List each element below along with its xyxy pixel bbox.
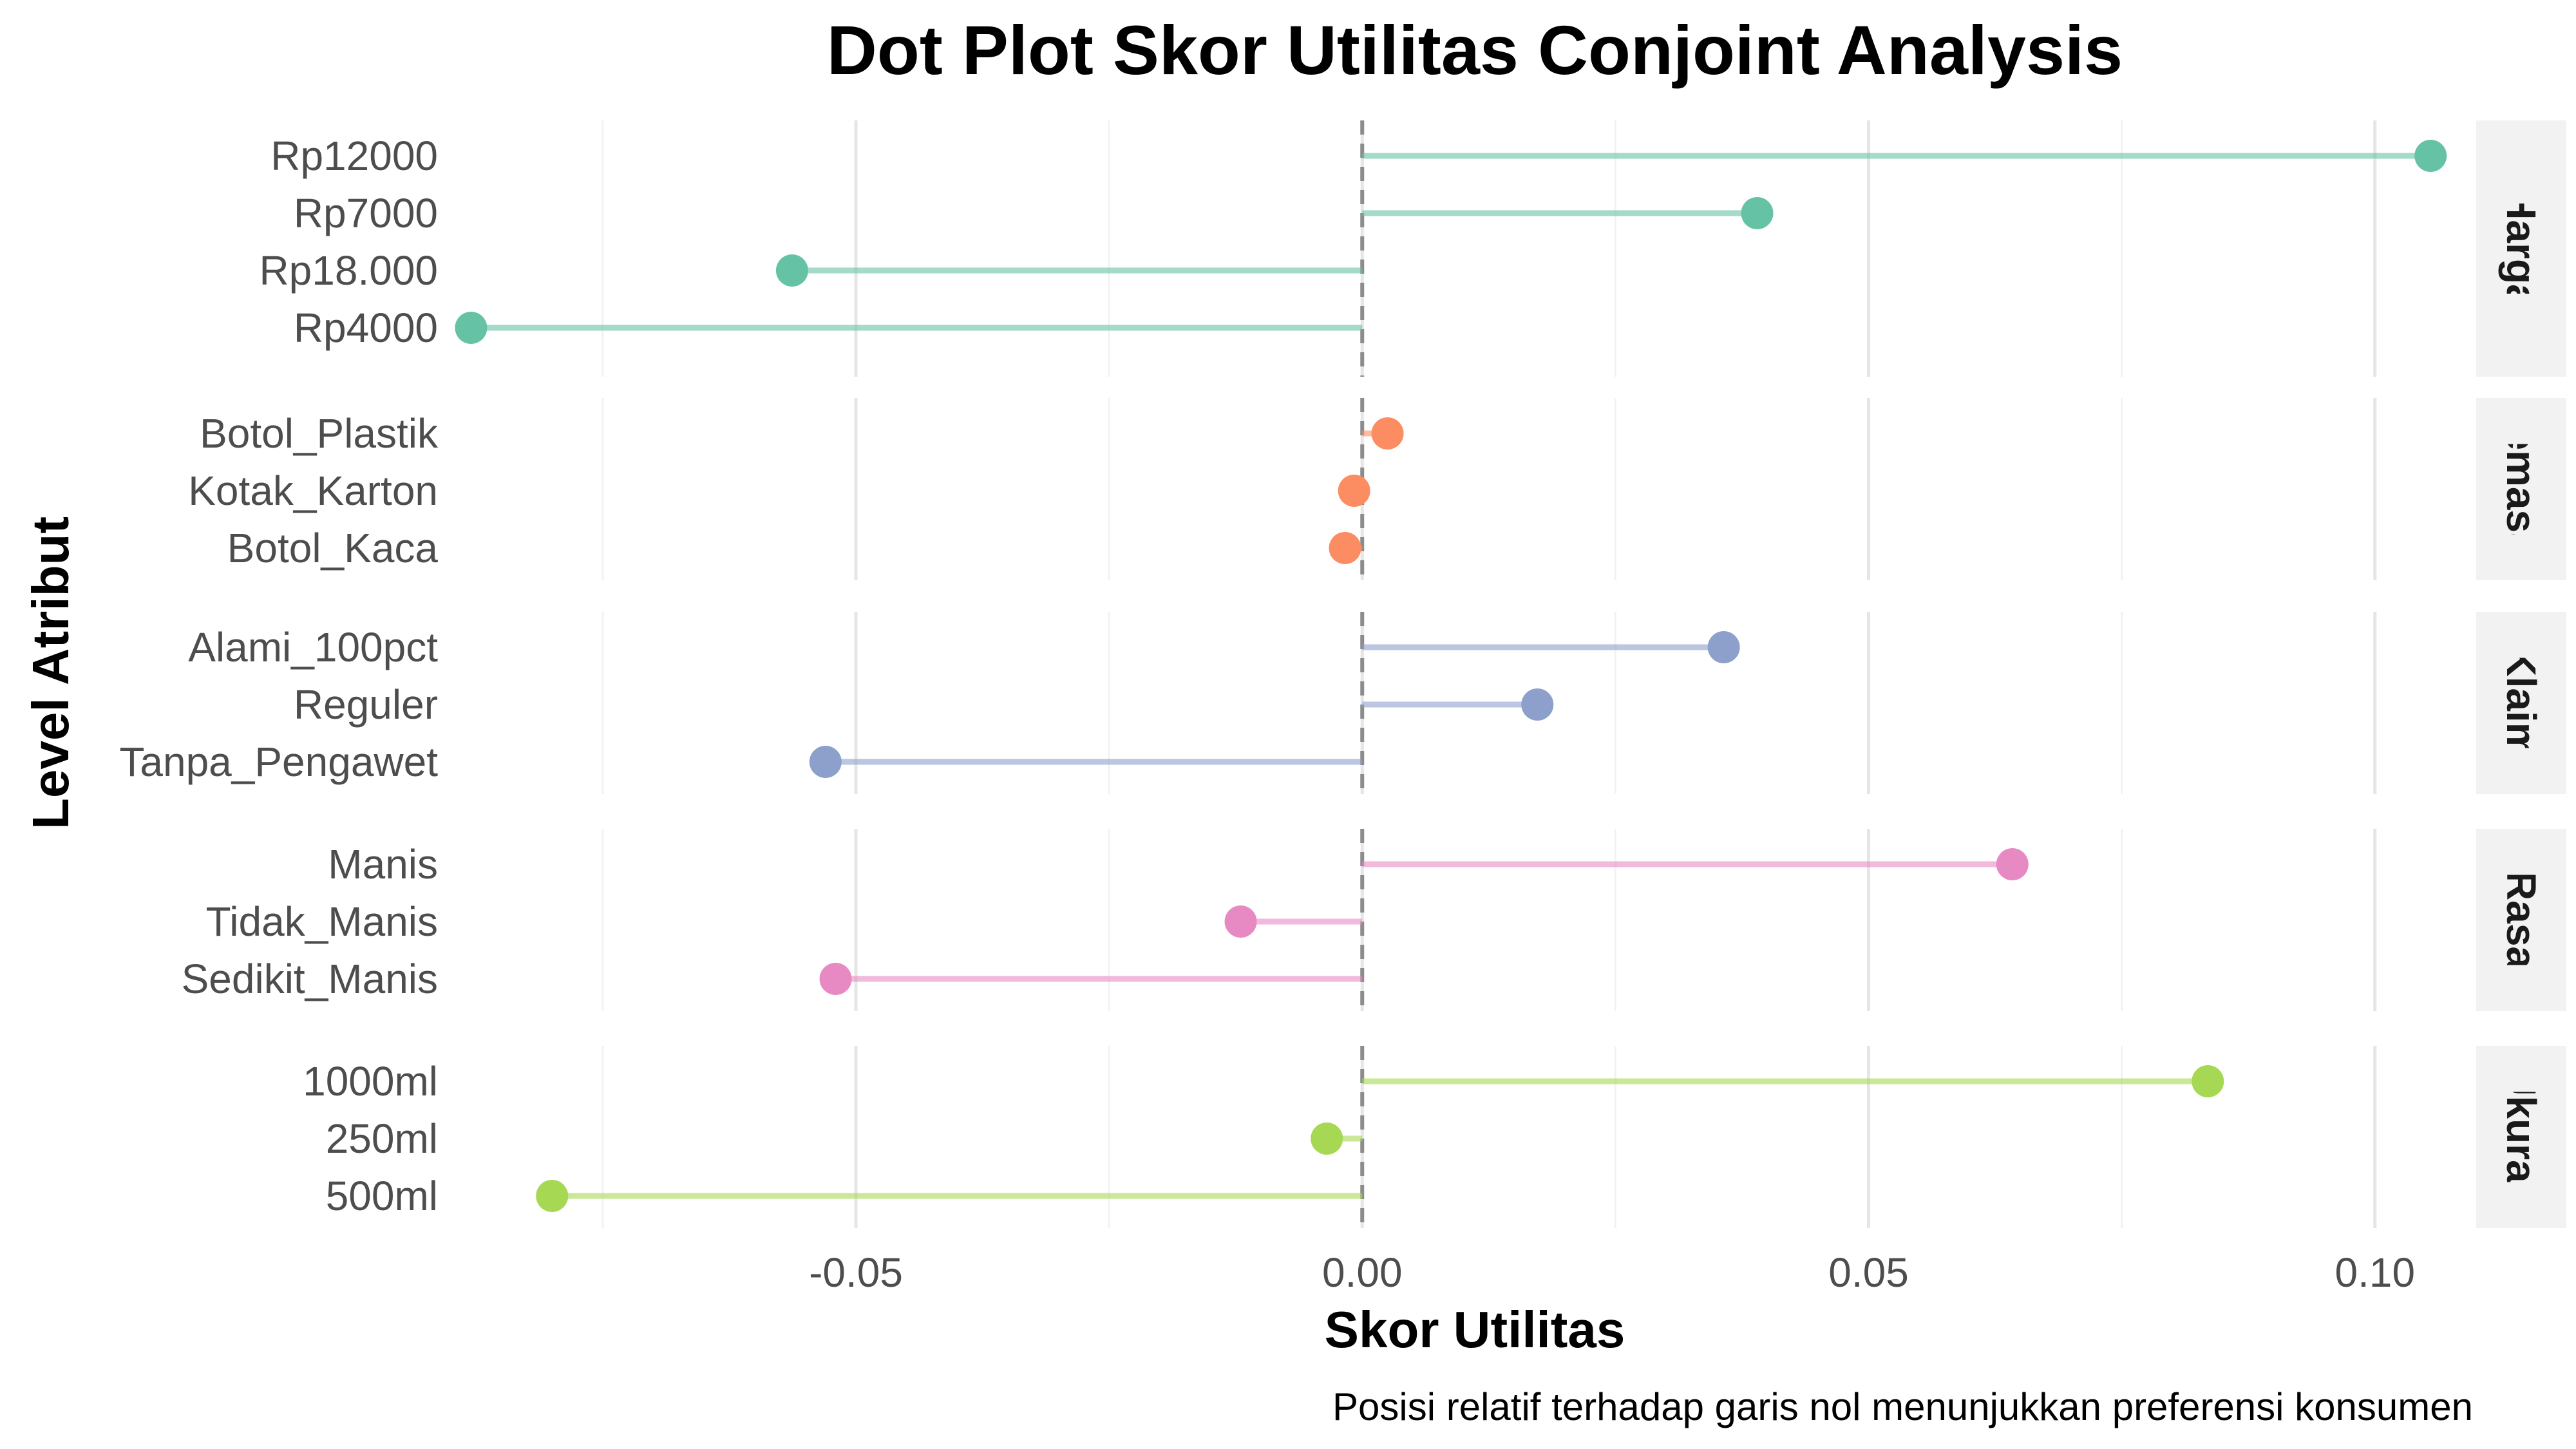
- level-row: Botol_Plastik: [200, 410, 1404, 457]
- facet-strip-label: Harga: [2498, 190, 2544, 307]
- y-tick-label: Kotak_Karton: [188, 468, 438, 514]
- chart-caption: Posisi relatif terhadap garis nol menunj…: [1332, 1385, 2473, 1428]
- utility-point: [1338, 475, 1370, 507]
- level-row: Tidak_Manis: [206, 898, 1363, 945]
- level-row: Kotak_Karton: [188, 468, 1370, 514]
- utility-point: [1311, 1122, 1343, 1155]
- utility-point: [1224, 905, 1257, 938]
- facet-strip-background: [2476, 829, 2566, 1011]
- level-row: Rp4000: [294, 305, 1363, 351]
- y-tick-label: Rp7000: [294, 190, 438, 236]
- facet-panel-klaim: Klaim Alami_100pct Reguler Tanpa_Pengawet: [119, 612, 2566, 794]
- utility-point: [455, 312, 488, 344]
- level-row: 1000ml: [303, 1058, 2224, 1104]
- x-tick-label: 0.00: [1322, 1249, 1403, 1296]
- facet-strip-label: Ukuran: [2498, 1066, 2544, 1208]
- y-tick-label: Manis: [328, 841, 438, 887]
- facet-strip-label: Kemasan: [2498, 397, 2544, 581]
- facet-strip-background: [2476, 120, 2566, 377]
- facet-strip-klaim: Klaim: [2476, 612, 2566, 794]
- y-tick-label: Reguler: [294, 681, 438, 728]
- y-tick-label: Rp4000: [294, 305, 438, 351]
- level-row: Sedikit_Manis: [182, 956, 1363, 1002]
- y-tick-label: Sedikit_Manis: [182, 956, 438, 1002]
- level-row: 250ml: [326, 1115, 1363, 1162]
- facet-panel-rasa: Rasa Manis Tidak_Manis Sedikit_Manis: [182, 829, 2566, 1011]
- utility-point: [1996, 848, 2029, 880]
- y-tick-label: 1000ml: [303, 1058, 438, 1104]
- utility-point: [2192, 1065, 2224, 1097]
- facet-strip-kemasan: Kemasan: [2476, 397, 2566, 581]
- x-tick-label: 0.05: [1828, 1249, 1909, 1296]
- y-tick-label: Tanpa_Pengawet: [119, 739, 438, 785]
- y-tick-label: 250ml: [326, 1115, 438, 1162]
- level-row: Manis: [328, 841, 2029, 887]
- facet-strip-background: [2476, 1046, 2566, 1228]
- utility-point: [536, 1180, 569, 1212]
- y-tick-label: Tidak_Manis: [206, 898, 438, 945]
- utility-point: [1371, 417, 1404, 450]
- utility-point: [1521, 688, 1554, 721]
- y-tick-label: Rp18.000: [259, 247, 438, 294]
- x-axis-title: Skor Utilitas: [1325, 1301, 1625, 1358]
- y-tick-label: Alami_100pct: [188, 624, 438, 670]
- utility-point: [2414, 140, 2447, 172]
- utility-point: [1707, 631, 1740, 663]
- level-row: Reguler: [294, 681, 1554, 728]
- y-tick-label: Rp12000: [270, 133, 438, 179]
- level-row: Rp12000: [270, 133, 2447, 179]
- facet-strip-background: [2476, 398, 2566, 580]
- level-row: Botol_Kaca: [227, 525, 1363, 571]
- level-row: Rp18.000: [259, 247, 1363, 294]
- y-tick-label: Botol_Kaca: [227, 525, 439, 571]
- y-axis-title: Level Atribut: [22, 516, 79, 829]
- level-row: Alami_100pct: [188, 624, 1740, 670]
- facet-panel-kemasan: Kemasan Botol_Plastik Kotak_Karton Botol_Ka…: [188, 397, 2566, 581]
- facet-strip-label: Rasa: [2498, 871, 2544, 969]
- utility-point: [809, 746, 842, 778]
- facet-strip-ukuran: Ukuran: [2476, 1046, 2566, 1228]
- utility-point: [775, 254, 808, 287]
- utility-point: [1741, 197, 1774, 229]
- y-tick-label: Botol_Plastik: [200, 410, 439, 457]
- facet-panel-ukuran: Ukuran 1000ml 250ml 500ml: [303, 1046, 2566, 1228]
- level-row: Tanpa_Pengawet: [119, 739, 1363, 785]
- utility-point: [819, 963, 852, 995]
- facet-strip-background: [2476, 612, 2566, 794]
- x-tick-label: -0.05: [809, 1249, 903, 1296]
- utility-point: [1329, 532, 1361, 564]
- y-tick-label: 500ml: [326, 1173, 438, 1219]
- facet-strip-rasa: Rasa: [2476, 829, 2566, 1011]
- facet-strip-label: Klaim: [2498, 647, 2544, 759]
- facet-strip-harga: Harga: [2476, 120, 2566, 377]
- level-row: Rp7000: [294, 190, 1774, 236]
- chart-title: Dot Plot Skor Utilitas Conjoint Analysis: [827, 11, 2123, 89]
- level-row: 500ml: [326, 1173, 1363, 1219]
- x-tick-label: 0.10: [2334, 1249, 2415, 1296]
- facet-panel-harga: Harga Rp12000 Rp7000 Rp18.000 Rp4000: [259, 120, 2566, 377]
